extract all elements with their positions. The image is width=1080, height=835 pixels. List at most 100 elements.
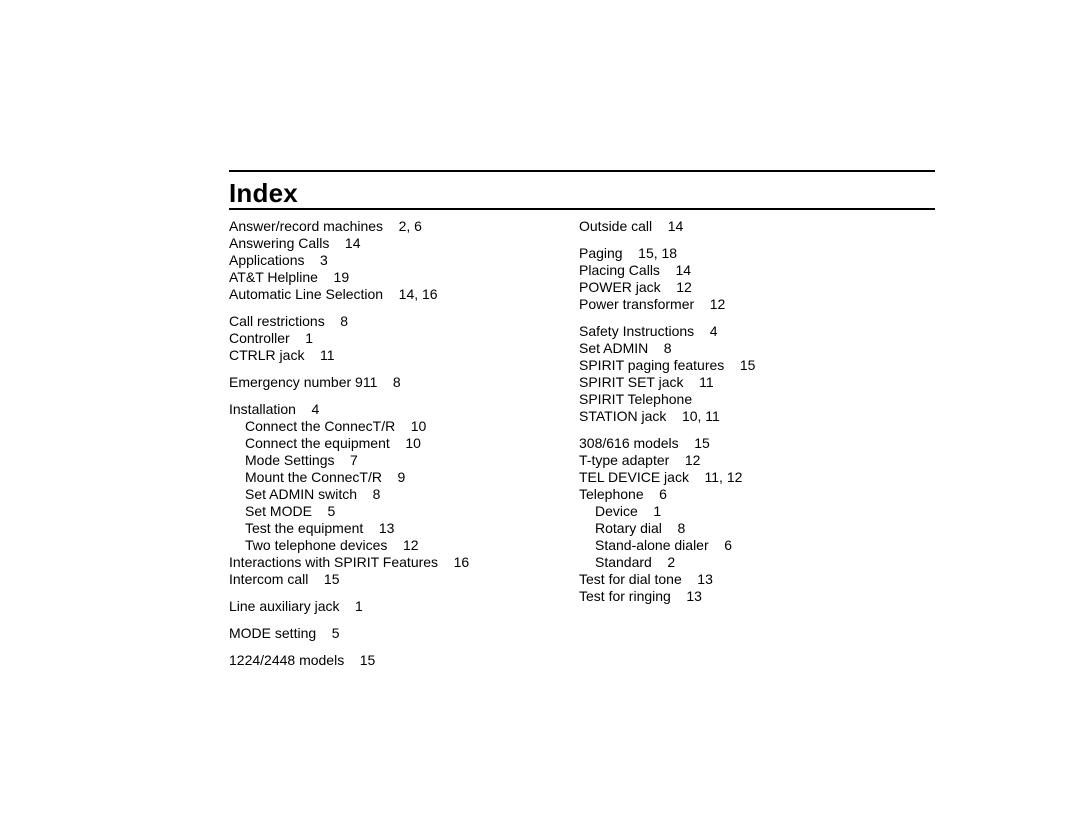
index-term: Test the equipment	[245, 520, 363, 536]
index-pages: 1	[638, 503, 661, 519]
index-entry: STATION jack 10, 11	[579, 408, 909, 425]
index-entry: Two telephone devices 12	[229, 537, 579, 554]
index-pages: 12	[694, 296, 725, 312]
index-term: Emergency number 911	[229, 374, 377, 390]
index-term: Mount the ConnecT/R	[245, 469, 382, 485]
index-term: Interactions with SPIRIT Features	[229, 554, 438, 570]
index-term: Rotary dial	[595, 520, 662, 536]
index-entry: Test for ringing 13	[579, 588, 909, 605]
index-pages: 15	[679, 435, 710, 451]
index-entry: Automatic Line Selection 14, 16	[229, 286, 579, 303]
index-pages: 10	[390, 435, 421, 451]
index-entry: 308/616 models 15	[579, 435, 909, 452]
index-pages: 10, 11	[666, 408, 719, 424]
index-pages: 12	[669, 452, 700, 468]
index-entry: T-type adapter 12	[579, 452, 909, 469]
index-term: Answering Calls	[229, 235, 329, 251]
index-group: Installation 4Connect the ConnecT/R 10Co…	[229, 401, 579, 588]
index-pages: 2	[652, 554, 675, 570]
index-pages: 15	[724, 357, 755, 373]
index-entry: Connect the ConnecT/R 10	[229, 418, 579, 435]
index-group: Emergency number 911 8	[229, 374, 579, 391]
index-group: Answer/record machines 2, 6Answering Cal…	[229, 218, 579, 303]
index-term: Power transformer	[579, 296, 694, 312]
index-term: T-type adapter	[579, 452, 669, 468]
index-term: Standard	[595, 554, 652, 570]
index-term: Two telephone devices	[245, 537, 387, 553]
index-pages: 6	[644, 486, 667, 502]
index-term: Controller	[229, 330, 290, 346]
index-entry: Rotary dial 8	[579, 520, 909, 537]
index-pages: 14	[329, 235, 360, 251]
index-term: AT&T Helpline	[229, 269, 318, 285]
index-pages: 10	[395, 418, 426, 434]
index-entry: Set ADMIN switch 8	[229, 486, 579, 503]
index-term: Set ADMIN	[579, 340, 648, 356]
index-term: Applications	[229, 252, 305, 268]
index-term: Intercom call	[229, 571, 308, 587]
index-entry: Placing Calls 14	[579, 262, 909, 279]
index-term: Line auxiliary jack	[229, 598, 340, 614]
index-pages: 8	[662, 520, 685, 536]
index-entry: 1224/2448 models 15	[229, 652, 579, 669]
index-entry: Intercom call 15	[229, 571, 579, 588]
index-pages: 1	[290, 330, 313, 346]
index-pages: 2, 6	[383, 218, 422, 234]
index-term: Test for dial tone	[579, 571, 682, 587]
index-term: CTRLR jack	[229, 347, 304, 363]
index-term: Telephone	[579, 486, 644, 502]
index-pages: 5	[316, 625, 339, 641]
index-entry: Stand-alone dialer 6	[579, 537, 909, 554]
index-pages: 16	[438, 554, 469, 570]
index-term: Test for ringing	[579, 588, 671, 604]
index-term: Stand-alone dialer	[595, 537, 709, 553]
index-term: 308/616 models	[579, 435, 679, 451]
index-term: Mode Settings	[245, 452, 335, 468]
index-entry: Line auxiliary jack 1	[229, 598, 579, 615]
index-group: Outside call 14	[579, 218, 909, 235]
index-group: Safety Instructions 4 Set ADMIN 8SPIRIT p…	[579, 323, 909, 425]
index-pages: 4	[694, 323, 717, 339]
index-term: Device	[595, 503, 638, 519]
index-entry: AT&T Helpline 19	[229, 269, 579, 286]
index-entry: MODE setting 5	[229, 625, 579, 642]
index-pages: 13	[671, 588, 702, 604]
index-entry: SPIRIT paging features 15	[579, 357, 909, 374]
index-term: POWER jack	[579, 279, 661, 295]
index-group: Paging 15, 18Placing Calls 14POWER jack …	[579, 245, 909, 313]
index-pages: 14, 16	[383, 286, 437, 302]
index-entry: Call restrictions 8	[229, 313, 579, 330]
index-entry: Installation 4	[229, 401, 579, 418]
index-group: 1224/2448 models 15	[229, 652, 579, 669]
index-pages: 4	[296, 401, 319, 417]
index-group: Call restrictions 8Controller 1CTRLR jac…	[229, 313, 579, 364]
index-pages: 8	[377, 374, 400, 390]
index-term: Safety Instructions	[579, 323, 694, 339]
index-term: Installation	[229, 401, 296, 417]
index-group: 308/616 models 15T-type adapter 12TEL DE…	[579, 435, 909, 605]
index-term: STATION jack	[579, 408, 666, 424]
index-term: SPIRIT SET jack	[579, 374, 684, 390]
index-group: MODE setting 5	[229, 625, 579, 642]
index-group: Line auxiliary jack 1	[229, 598, 579, 615]
index-entry: Telephone 6	[579, 486, 909, 503]
index-pages: 8	[325, 313, 348, 329]
index-pages: 1	[340, 598, 363, 614]
index-entry: Device 1	[579, 503, 909, 520]
index-entry: Answering Calls 14	[229, 235, 579, 252]
index-term: Set ADMIN switch	[245, 486, 357, 502]
index-pages: 8	[648, 340, 671, 356]
index-pages: 5	[312, 503, 335, 519]
index-pages: 13	[363, 520, 394, 536]
index-term: Placing Calls	[579, 262, 660, 278]
index-entry: POWER jack 12	[579, 279, 909, 296]
index-term: MODE setting	[229, 625, 316, 641]
index-entry: Emergency number 911 8	[229, 374, 579, 391]
index-term: SPIRIT paging features	[579, 357, 724, 373]
index-pages: 15, 18	[623, 245, 677, 261]
index-entry: Mode Settings 7	[229, 452, 579, 469]
index-pages: 3	[305, 252, 328, 268]
index-term: Connect the equipment	[245, 435, 390, 451]
index-pages: 11	[304, 347, 334, 363]
index-entry: CTRLR jack 11	[229, 347, 579, 364]
